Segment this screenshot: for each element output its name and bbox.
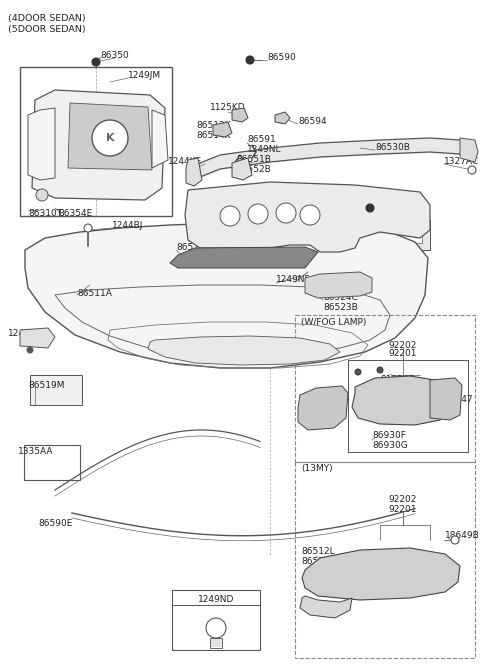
Circle shape bbox=[248, 204, 268, 224]
Polygon shape bbox=[185, 182, 430, 252]
Text: (13MY): (13MY) bbox=[301, 464, 333, 472]
Polygon shape bbox=[148, 336, 340, 365]
Bar bbox=[295, 315, 475, 462]
Polygon shape bbox=[32, 90, 165, 200]
Text: 1249NF: 1249NF bbox=[276, 275, 311, 285]
Circle shape bbox=[246, 56, 254, 64]
Text: 86512L: 86512L bbox=[301, 548, 335, 556]
Text: 86354E: 86354E bbox=[58, 208, 92, 218]
Text: 1249NL: 1249NL bbox=[247, 144, 281, 154]
Circle shape bbox=[355, 369, 361, 375]
Polygon shape bbox=[170, 247, 318, 268]
Polygon shape bbox=[152, 110, 168, 168]
Text: 86310T: 86310T bbox=[28, 208, 62, 218]
Text: 1249JM: 1249JM bbox=[128, 71, 161, 81]
Text: K: K bbox=[106, 133, 114, 143]
Text: 86512R: 86512R bbox=[301, 558, 336, 566]
Polygon shape bbox=[68, 103, 152, 170]
Circle shape bbox=[27, 347, 33, 353]
Text: 86520B: 86520B bbox=[238, 188, 272, 198]
Text: 86522B: 86522B bbox=[176, 244, 211, 253]
Text: 1125KD: 1125KD bbox=[210, 104, 246, 112]
Circle shape bbox=[220, 206, 240, 226]
Circle shape bbox=[92, 120, 128, 156]
Bar bbox=[20, 67, 172, 216]
Circle shape bbox=[377, 367, 383, 373]
Text: 86590E: 86590E bbox=[38, 520, 72, 528]
Polygon shape bbox=[232, 158, 252, 180]
Bar bbox=[348, 360, 468, 452]
Text: 86524H: 86524H bbox=[301, 405, 336, 415]
Polygon shape bbox=[232, 108, 248, 122]
Text: 86523B: 86523B bbox=[323, 303, 358, 311]
Circle shape bbox=[84, 224, 92, 232]
Text: 1327AC: 1327AC bbox=[444, 158, 479, 166]
Text: 86350: 86350 bbox=[101, 51, 130, 59]
Polygon shape bbox=[300, 596, 352, 618]
Polygon shape bbox=[298, 386, 348, 430]
Polygon shape bbox=[28, 108, 55, 180]
Text: 18649B: 18649B bbox=[445, 530, 480, 540]
Text: 92201: 92201 bbox=[389, 506, 417, 514]
Circle shape bbox=[36, 189, 48, 201]
Text: 86552B: 86552B bbox=[236, 164, 271, 174]
Text: 86594: 86594 bbox=[298, 118, 326, 126]
Bar bbox=[380, 220, 430, 250]
Text: 92202: 92202 bbox=[389, 341, 417, 349]
Polygon shape bbox=[305, 272, 372, 298]
Text: 1335AA: 1335AA bbox=[18, 448, 53, 456]
Polygon shape bbox=[460, 138, 478, 162]
Polygon shape bbox=[25, 222, 428, 368]
Polygon shape bbox=[275, 112, 290, 124]
Text: 92202: 92202 bbox=[389, 496, 417, 504]
Polygon shape bbox=[20, 328, 55, 348]
Text: 1244BJ: 1244BJ bbox=[112, 220, 144, 230]
Text: 86514K: 86514K bbox=[196, 132, 230, 140]
Text: 18647: 18647 bbox=[445, 395, 474, 405]
Text: 86551B: 86551B bbox=[236, 154, 271, 164]
Circle shape bbox=[468, 166, 476, 174]
Circle shape bbox=[366, 204, 374, 212]
Text: 86519M: 86519M bbox=[28, 381, 64, 389]
Circle shape bbox=[92, 58, 100, 66]
Bar bbox=[388, 228, 422, 243]
Polygon shape bbox=[213, 122, 232, 137]
Text: (4DOOR SEDAN): (4DOOR SEDAN) bbox=[8, 14, 85, 23]
Bar bbox=[24, 445, 80, 480]
Text: (W/FOG LAMP): (W/FOG LAMP) bbox=[301, 317, 366, 327]
Text: 84702: 84702 bbox=[367, 196, 396, 204]
Polygon shape bbox=[352, 376, 450, 425]
Text: 86591: 86591 bbox=[247, 134, 276, 144]
Circle shape bbox=[300, 205, 320, 225]
Circle shape bbox=[206, 618, 226, 638]
Text: 86524C: 86524C bbox=[323, 293, 358, 301]
Text: 86930F: 86930F bbox=[372, 432, 406, 440]
Text: 1244KE: 1244KE bbox=[168, 158, 202, 166]
Polygon shape bbox=[430, 378, 462, 420]
Polygon shape bbox=[302, 548, 460, 600]
Text: 86590: 86590 bbox=[267, 53, 296, 61]
Circle shape bbox=[451, 396, 459, 404]
Circle shape bbox=[451, 536, 459, 544]
Bar bbox=[172, 590, 260, 650]
Polygon shape bbox=[186, 158, 202, 186]
Text: 91214B: 91214B bbox=[381, 375, 415, 385]
Text: 86511A: 86511A bbox=[77, 289, 112, 297]
Text: 86513K: 86513K bbox=[196, 122, 230, 130]
Text: 86523H: 86523H bbox=[301, 395, 336, 405]
Text: 1249GD: 1249GD bbox=[8, 329, 45, 337]
Text: 86930G: 86930G bbox=[372, 442, 408, 450]
Text: (5DOOR SEDAN): (5DOOR SEDAN) bbox=[8, 25, 85, 34]
Text: 92201: 92201 bbox=[389, 349, 417, 359]
Text: 1249ND: 1249ND bbox=[198, 595, 234, 605]
Bar bbox=[30, 375, 82, 405]
Circle shape bbox=[276, 203, 296, 223]
Bar bbox=[295, 462, 475, 658]
Text: 86530B: 86530B bbox=[375, 142, 410, 152]
